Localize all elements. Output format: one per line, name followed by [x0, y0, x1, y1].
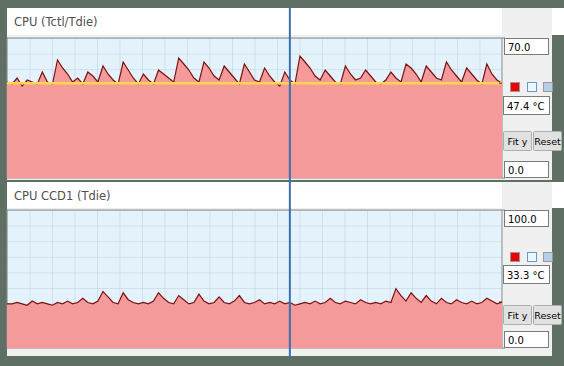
- data-group: [7, 289, 502, 348]
- tick-label: 0.0: [508, 165, 524, 176]
- title-bar-edge: [552, 182, 564, 208]
- current-box: [504, 266, 550, 284]
- swatch: [544, 253, 553, 262]
- current-tick: [499, 83, 502, 84]
- tick-box: [505, 39, 549, 55]
- line: [7, 289, 502, 306]
- swatch: [528, 83, 537, 92]
- button[interactable]: [534, 132, 562, 151]
- plot-area: [7, 210, 502, 348]
- current-label: 33.3 °C: [507, 270, 544, 281]
- button[interactable]: [504, 132, 532, 151]
- area: [7, 289, 502, 348]
- button[interactable]: [534, 306, 562, 325]
- button-label[interactable]: Reset: [534, 136, 561, 147]
- tick-box: [505, 332, 549, 348]
- chart-panel: CPU (Tctl/Tdie) 0.0 70.0 47.4 °C Fit y Reset: [7, 8, 564, 180]
- button-label[interactable]: Fit y: [508, 310, 528, 321]
- current-label: 47.4 °C: [507, 101, 544, 112]
- button-label[interactable]: Reset: [534, 310, 561, 321]
- line: [7, 56, 502, 86]
- sensor-window: CPU (Tctl/Tdie)0.070.047.4 °CFit yResetC…: [0, 0, 564, 366]
- chart-title: CPU (Tctl/Tdie): [14, 15, 98, 29]
- chart-title: CPU CCD1 (Tdie): [14, 189, 111, 203]
- tick-box: [505, 162, 549, 178]
- tick-label: 100.0: [508, 214, 537, 225]
- tick-label: 70.0: [508, 42, 530, 53]
- panel-bg: [7, 8, 552, 180]
- button[interactable]: [504, 306, 532, 325]
- chart-panel: CPU CCD1 (Tdie) 0.0 100.0 33.3 °C Fit y Reset: [7, 182, 564, 356]
- button-label[interactable]: Fit y: [508, 136, 528, 147]
- title-bar: [7, 182, 502, 208]
- area: [7, 56, 502, 178]
- current-box: [504, 97, 550, 115]
- current-tick: [499, 302, 502, 303]
- tick-box: [505, 211, 549, 227]
- swatch: [511, 83, 520, 92]
- swatch: [544, 83, 553, 92]
- title-bar: [7, 8, 502, 35]
- swatch: [511, 253, 520, 262]
- tick-label: 0.0: [508, 335, 524, 346]
- title-bar-edge: [552, 8, 564, 35]
- panel-bg: [7, 182, 552, 356]
- cursor-line: [289, 8, 291, 358]
- swatch: [528, 253, 537, 262]
- data-group: [7, 56, 502, 178]
- plot-area: [7, 38, 502, 178]
- reference-line: [7, 82, 502, 85]
